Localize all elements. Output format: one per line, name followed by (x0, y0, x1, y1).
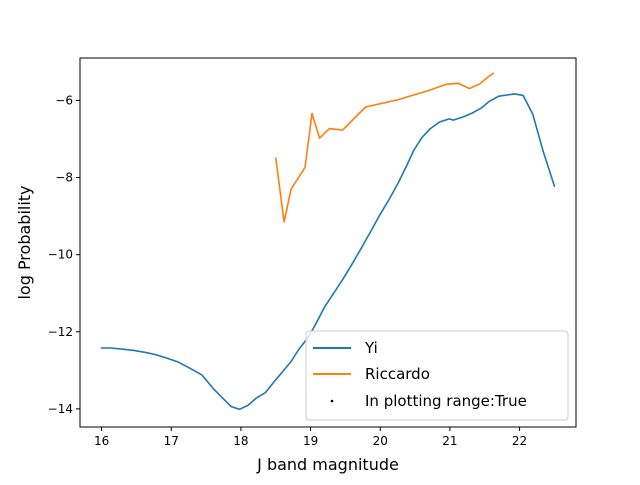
y-tick-label: −12 (48, 325, 73, 339)
x-tick-label: 19 (303, 434, 318, 448)
y-tick-label: −10 (48, 248, 73, 262)
x-tick-label: 20 (373, 434, 388, 448)
legend-swatch-in-plotting-range (330, 399, 334, 403)
legend-label-yi: Yi (364, 339, 378, 357)
y-axis-label: log Probability (15, 185, 34, 299)
x-axis-label: J band magnitude (256, 455, 399, 474)
x-tick-label: 22 (512, 434, 527, 448)
y-tick-label: −8 (55, 171, 73, 185)
x-axis-ticks: 16 17 18 19 20 21 22 (94, 427, 527, 448)
plot-frame (79, 57, 577, 428)
legend-label-in-plotting-range: In plotting range:True (365, 392, 527, 410)
legend-label-riccardo: Riccardo (365, 365, 430, 383)
x-tick-label: 16 (94, 434, 109, 448)
y-axis-ticks: −14 −12 −10 −8 −6 (48, 93, 80, 416)
series-line-yi (100, 93, 556, 411)
legend: Yi Riccardo In plotting range:True (305, 330, 569, 421)
legend-box (305, 330, 569, 421)
x-tick-label: 18 (233, 434, 248, 448)
y-tick-label: −6 (55, 93, 73, 107)
x-tick-label: 17 (164, 434, 179, 448)
y-tick-label: −14 (48, 402, 73, 416)
series-line-riccardo (274, 72, 495, 223)
series-layer (100, 72, 556, 411)
x-tick-label: 21 (442, 434, 457, 448)
